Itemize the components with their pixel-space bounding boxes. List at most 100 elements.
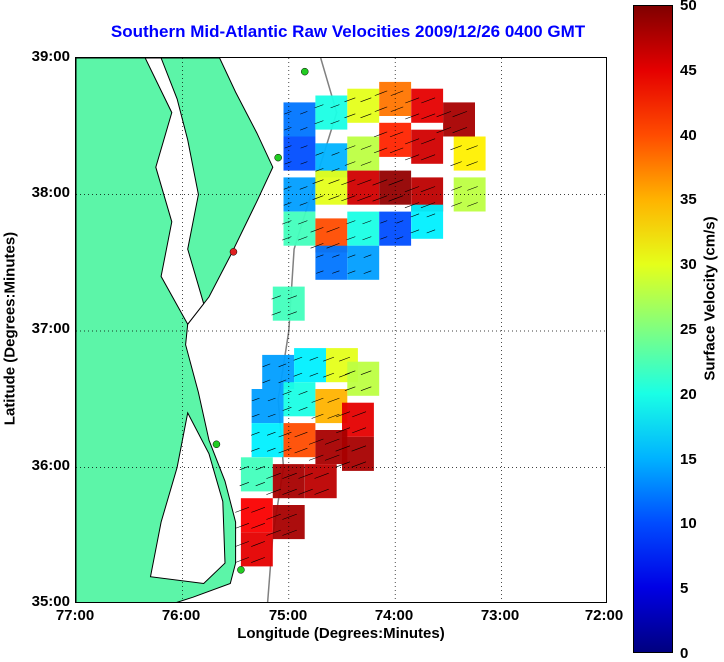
x-tick-label: 73:00 [480,607,520,624]
velocity-arrow [314,472,329,479]
velocity-arrow [341,195,356,202]
velocity-arrow [351,461,367,468]
x-tick-label: 74:00 [374,607,414,624]
x-tick-label: 76:00 [161,607,201,624]
velocity-arrow [300,161,308,165]
velocity-cell [283,211,316,246]
colorbar-tick-label: 35 [680,191,697,209]
velocity-cell [294,348,326,383]
velocity-arrow [332,254,340,258]
velocity-arrow [300,127,308,131]
velocity-arrow [316,270,324,274]
velocity-arrow [267,413,276,418]
velocity-cell [453,136,486,171]
velocity-arrow [294,447,308,454]
colorbar-label: Surface Velocity (cm/s) [701,216,719,381]
velocity-arrow [436,127,452,134]
radar-station-marker [237,566,245,574]
velocity-arrow [404,202,420,209]
velocity-arrow [344,145,356,150]
velocity-arrow [283,186,292,190]
x-axis-label: Longitude (Degrees:Minutes) [237,625,445,642]
velocity-arrow [450,145,462,151]
velocity-arrow [466,161,478,167]
velocity-arrow [284,111,292,115]
velocity-arrow [331,152,340,156]
velocity-arrow [293,356,303,361]
velocity-arrow [420,202,436,209]
velocity-arrow [235,507,250,513]
velocity-arrow [357,179,372,186]
velocity-arrow [284,145,292,149]
velocity-arrow [426,229,436,234]
velocity-arrow [251,523,266,529]
velocity-arrow [339,356,351,362]
velocity-cell [347,88,380,123]
velocity-arrow [310,243,324,249]
velocity-arrow [346,236,356,241]
velocity-arrow [335,461,351,468]
land-mass [76,58,274,602]
velocity-arrow [282,220,292,225]
velocity-arrow [315,152,324,156]
velocity-arrow [336,427,351,434]
velocity-cell [272,464,305,499]
velocity-cell [272,286,305,321]
velocity-arrow [389,147,404,154]
grid-layer [76,58,606,602]
velocity-cell [283,382,316,417]
colorbar-tick-label: 5 [680,580,689,598]
velocity-arrow [282,407,292,411]
velocity-arrow [404,154,420,161]
velocity-arrow [300,111,308,115]
velocity-arrow [380,236,388,240]
velocity-cell [240,498,273,533]
velocity-arrow [404,186,420,193]
velocity-arrow [309,372,319,377]
velocity-arrow [335,445,351,452]
pamlico-sound [149,411,226,585]
velocity-arrow [372,179,388,186]
velocity-arrow [278,363,287,368]
map-plot-area [75,57,607,603]
velocity-arrow [373,147,388,154]
velocity-arrow [330,104,340,109]
velocity-cell [315,95,348,130]
velocity-arrow [347,270,356,274]
velocity-arrow [266,472,281,479]
velocity-arrow [250,557,266,563]
velocity-cell [315,245,348,280]
velocity-arrow [251,397,260,402]
velocity-arrow [363,254,372,258]
velocity-arrow [389,131,404,138]
velocity-arrow [452,111,468,118]
velocity-arrow [360,113,372,119]
velocity-arrow [327,413,340,419]
velocity-arrow [278,447,292,454]
velocity-cell [411,129,444,164]
velocity-arrow [239,466,250,471]
velocity-arrow [284,161,292,165]
y-tick-label: 35:00 [31,593,70,610]
velocity-arrow [282,513,297,520]
velocity-arrow [360,161,372,166]
velocity-arrow [308,438,324,445]
velocity-arrow [328,195,340,200]
y-tick-label: 39:00 [31,48,70,65]
velocity-arrow [299,202,308,206]
velocity-arrow [266,529,281,536]
velocity-arrow [344,161,356,166]
velocity-arrow [405,113,420,120]
velocity-arrow [360,145,372,150]
velocity-arrow [339,372,351,378]
velocity-arrow [311,397,324,403]
velocity-arrow [324,454,340,461]
colorbar [633,5,673,653]
velocity-arrow [450,161,462,167]
velocity-arrow [426,213,436,218]
velocity-arrow [326,243,340,249]
velocity-arrow [357,195,372,202]
velocity-cell [315,170,348,205]
radar-station-marker [229,248,238,256]
y-axis-label: Latitude (Degrees:Minutes) [1,231,19,426]
